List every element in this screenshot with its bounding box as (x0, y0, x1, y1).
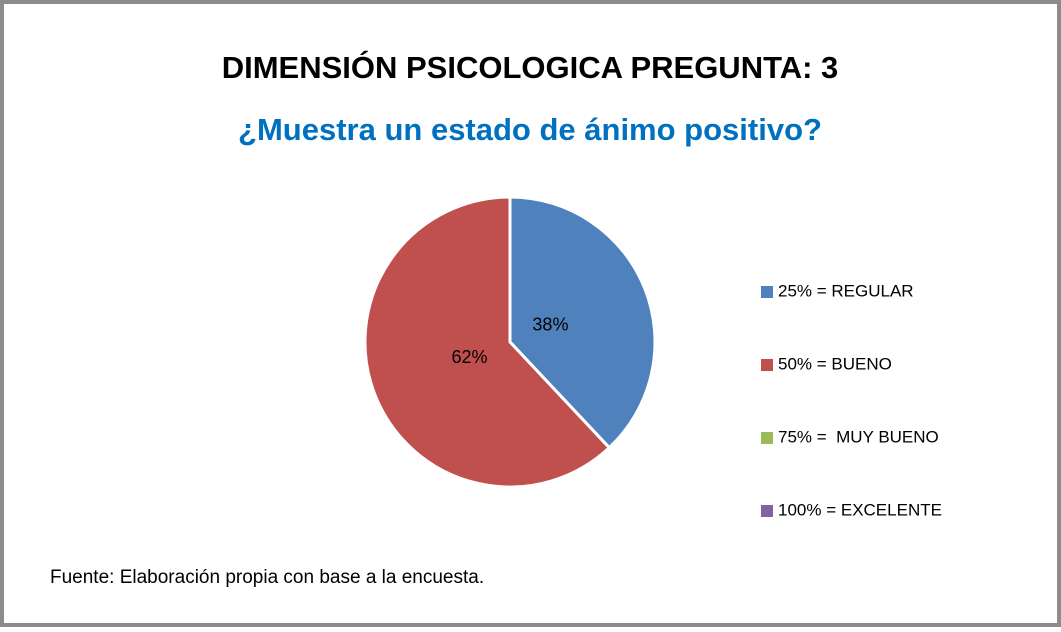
legend-swatch (761, 359, 773, 371)
legend-label: 50% = BUENO (778, 354, 892, 373)
pie-slice (508, 195, 657, 450)
data-label: 62% (452, 347, 488, 367)
legend-label: 100% = EXCELENTE (778, 500, 942, 519)
pie-slice (363, 195, 612, 489)
source-note: Fuente: Elaboración propia con base a la… (50, 567, 484, 588)
legend-label: 75% = MUY BUENO (778, 427, 939, 446)
chart-title: DIMENSIÓN PSICOLOGICA PREGUNTA: 3 (222, 49, 839, 85)
data-label: 38% (532, 315, 568, 335)
legend-swatch (761, 432, 773, 444)
legend-label: 25% = REGULAR (778, 281, 914, 300)
legend-swatch (761, 286, 773, 298)
legend-swatch (761, 505, 773, 517)
chart-subtitle: ¿Muestra un estado de ánimo positivo? (238, 112, 822, 147)
